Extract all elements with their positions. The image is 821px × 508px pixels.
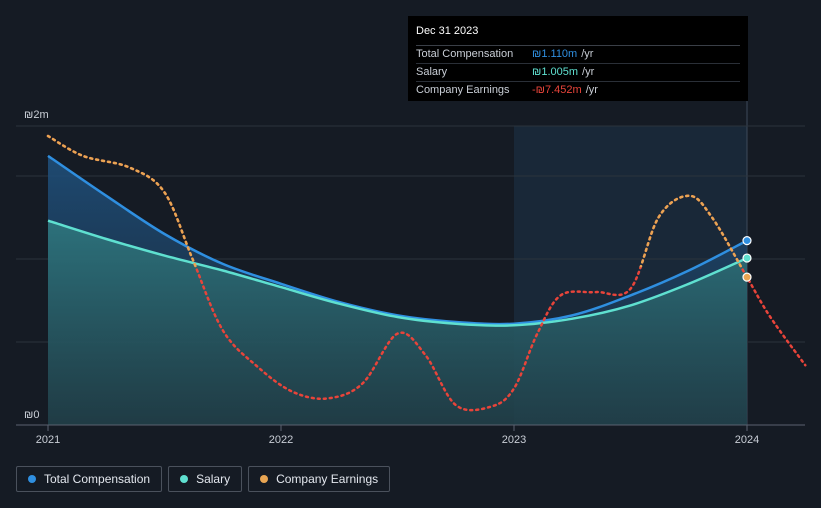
legend-label: Total Compensation <box>44 472 151 486</box>
tooltip-row-total: Total Compensation ₪1.110m /yr <box>416 46 740 64</box>
legend-dot-icon <box>28 475 36 483</box>
legend-dot-icon <box>180 475 189 483</box>
chart-legend: Total Compensation Salary Company Earnin… <box>16 466 391 492</box>
tooltip-label: Total Compensation <box>416 48 514 60</box>
tooltip-value: ₪1.110m <box>532 48 578 60</box>
legend-label: Salary <box>196 472 231 486</box>
legend-label: Company Earnings <box>276 472 379 486</box>
x-tick-label: 2024 <box>735 434 759 446</box>
total-compensation-line <box>47 154 748 326</box>
tooltip-value: ₪1.005m <box>532 66 579 78</box>
tooltip-unit: /yr <box>582 66 595 78</box>
legend-item-salary[interactable]: Salary <box>168 466 243 492</box>
tooltip-label: Salary <box>416 66 448 78</box>
tooltip-unit: /yr <box>585 84 598 96</box>
tooltip-unit: /yr <box>581 48 594 60</box>
tooltip-label: Company Earnings <box>416 84 510 96</box>
legend-dot-icon <box>260 475 269 483</box>
x-tick-label: 2022 <box>269 434 293 446</box>
salary-marker <box>742 253 752 263</box>
x-tick-label: 2023 <box>502 434 526 446</box>
legend-item-company-earnings[interactable]: Company Earnings <box>248 466 391 492</box>
legend-item-total-compensation[interactable]: Total Compensation <box>16 466 163 492</box>
chart-plot: ₪2m ₪0 2021 2022 2023 2024 <box>16 16 807 446</box>
total-compensation-marker <box>742 236 752 246</box>
y-tick-label-zero: ₪0 <box>24 409 39 421</box>
tooltip-date: Dec 31 2023 <box>416 25 740 46</box>
y-tick-label-max: ₪2m <box>24 109 49 121</box>
salary-line <box>47 219 748 327</box>
tooltip-value: -₪7.452m <box>532 84 582 96</box>
x-tick-label: 2021 <box>36 434 60 446</box>
tooltip-row-earnings: Company Earnings -₪7.452m /yr <box>416 82 740 99</box>
chart-tooltip: Dec 31 2023 Total Compensation ₪1.110m /… <box>408 16 748 101</box>
tooltip-row-salary: Salary ₪1.005m /yr <box>416 64 740 82</box>
company-earnings-marker <box>742 272 752 282</box>
company-earnings-line-positive <box>46 134 743 268</box>
